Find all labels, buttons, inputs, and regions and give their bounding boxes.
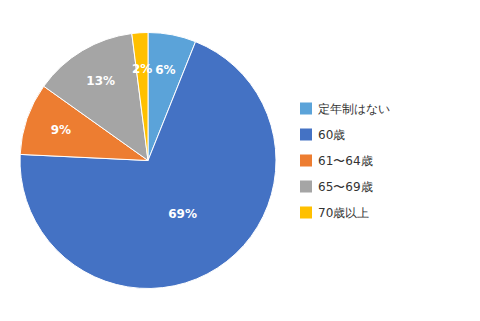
data-label: 13% [86, 74, 115, 88]
data-label: 69% [168, 207, 197, 221]
legend-label: 61〜64歳 [318, 154, 373, 168]
legend-swatch [300, 129, 312, 141]
legend-swatch [300, 103, 312, 115]
data-labels: 6% 69% 9% 13% 2% [51, 62, 197, 222]
chart: 6% 69% 9% 13% 2% 定年制はない 60歳 61〜64歳 65〜69歳 70歳以上 [0, 0, 480, 321]
legend-label: 定年制はない [318, 102, 390, 116]
legend-swatch [300, 181, 312, 193]
pie [20, 33, 276, 289]
data-label: 9% [51, 123, 71, 137]
chart-container: 6% 69% 9% 13% 2% 定年制はない 60歳 61〜64歳 65〜69歳 70歳以上 [0, 0, 480, 321]
pie-slice [44, 34, 148, 161]
legend-swatch [300, 155, 312, 167]
legend-label: 60歳 [318, 128, 345, 142]
data-label: 2% [132, 62, 152, 76]
legend-label: 65〜69歳 [318, 180, 373, 194]
legend-swatch [300, 207, 312, 219]
legend: 定年制はない 60歳 61〜64歳 65〜69歳 70歳以上 [300, 102, 390, 220]
legend-label: 70歳以上 [318, 206, 369, 220]
pie-slice [132, 33, 148, 161]
data-label: 6% [155, 63, 175, 77]
